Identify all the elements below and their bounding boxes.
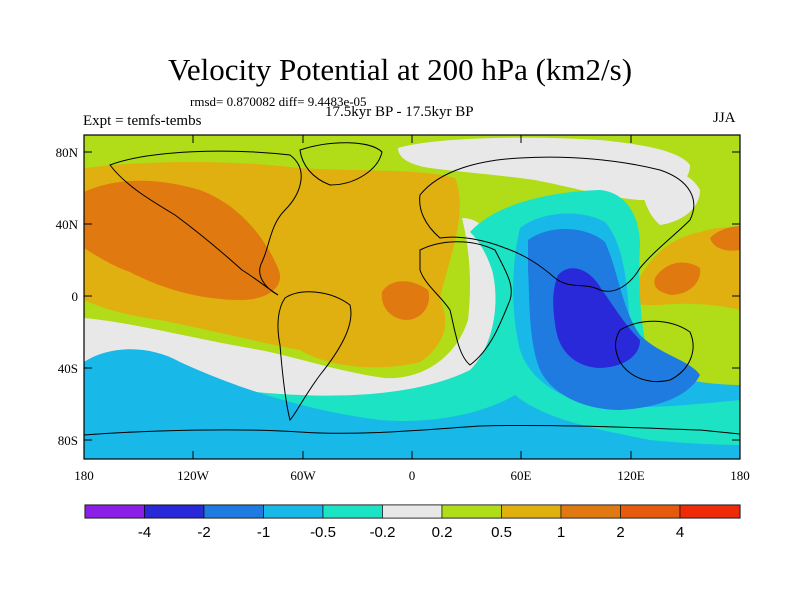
field-strong-positive-westpacific (654, 262, 701, 295)
colorbar-label: 4 (676, 524, 684, 541)
rmsd-diff-stats: rmsd= 0.870082 diff= 9.4483e-05 (190, 94, 367, 109)
coast-australia (615, 320, 694, 383)
colorbar-swatch (679, 504, 741, 519)
colorbar-swatch (441, 504, 502, 519)
map-title: Velocity Potential at 200 hPa (km2/s) (167, 52, 633, 87)
colorbar-swatch (382, 504, 443, 519)
experiment-label: Expt = temfs-tembs (83, 113, 202, 129)
field-negative-moderate (84, 349, 740, 459)
field-strong-positive-atlantic (381, 281, 430, 320)
field-near-zero-north (398, 137, 690, 200)
lon-tick-label: 60W (290, 468, 316, 483)
lat-tick-label: 40N (56, 217, 79, 232)
colorbar-label: -0.5 (310, 524, 336, 541)
colorbar-label: 2 (616, 524, 624, 541)
velocity-potential-field (84, 135, 740, 459)
coast-antarctica (84, 424, 740, 436)
colorbar-label: -1 (257, 524, 270, 541)
time-period-label: 17.5kyr BP - 17.5kyr BP (325, 104, 474, 120)
latitude-labels: 80N 40N 0 40S 80S (56, 145, 79, 448)
lat-tick-label: 80S (58, 433, 78, 448)
lon-tick-label: 60E (511, 468, 532, 483)
field-strong-positive-dateline (710, 226, 740, 251)
colorbar-swatch (322, 504, 383, 519)
colorbar-label: -0.2 (370, 524, 396, 541)
field-negative-strongest (553, 268, 640, 368)
lon-tick-label: 120E (617, 468, 645, 483)
coastlines (84, 142, 740, 436)
coast-south-america (277, 291, 352, 421)
coast-north-america (109, 150, 302, 296)
season-label: JJA (713, 110, 736, 126)
colorbar-swatch (144, 504, 205, 519)
colorbar-swatch (560, 504, 621, 519)
field-near-zero-east (640, 168, 700, 225)
colorbar-swatch (203, 504, 264, 519)
tick-marks (83, 135, 741, 459)
colorbar-label: 0.5 (491, 524, 512, 541)
longitude-labels: 180 120W 60W 0 60E 120E 180 (74, 468, 750, 483)
colorbar-swatch (501, 504, 562, 519)
colorbar-label: 0.2 (432, 524, 453, 541)
colorbar-swatch (263, 504, 324, 519)
lat-tick-label: 0 (72, 289, 79, 304)
coast-africa (419, 241, 512, 366)
colorbar-swatch (620, 504, 681, 519)
coast-greenland (299, 142, 383, 186)
colorbar-swatch (84, 504, 145, 519)
colorbar-label: 1 (557, 524, 565, 541)
colorbar: -4 -2 -1 -0.5 -0.2 0.2 0.5 1 2 4 (84, 504, 741, 541)
lat-tick-label: 40S (58, 361, 78, 376)
coast-eurasia (419, 156, 695, 292)
lon-tick-label: 0 (409, 468, 416, 483)
lat-tick-label: 80N (56, 145, 79, 160)
colorbar-label: -2 (197, 524, 210, 541)
lon-tick-label: 180 (730, 468, 750, 483)
field-strong-positive-pacific (84, 180, 281, 300)
colorbar-label: -4 (138, 524, 151, 541)
lon-tick-label: 180 (74, 468, 94, 483)
lon-tick-label: 120W (177, 468, 210, 483)
